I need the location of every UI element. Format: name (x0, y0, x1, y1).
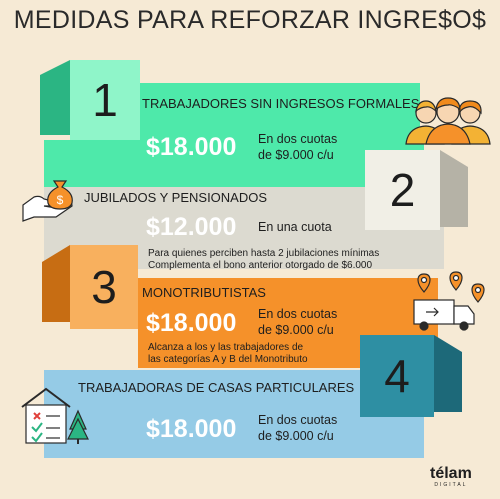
number-1: 1 (92, 74, 118, 126)
description-3-line1: En dos cuotas (258, 307, 338, 321)
category-3: MONOTRIBUTISTAS (142, 285, 266, 300)
description-2-line1: En una cuota (258, 220, 332, 234)
brand-logo: télam DIGITAL (430, 465, 472, 489)
description-1-line2: de $9.000 c/u (258, 148, 334, 162)
band-4-shape (44, 335, 462, 458)
note-2-line1: Para quienes perciben hasta 2 jubilacion… (148, 248, 380, 259)
amount-2: $12.000 (146, 213, 237, 241)
description-1-line1: En dos cuotas (258, 132, 338, 146)
workers-group-icon (405, 97, 491, 145)
brand-name: télam (430, 465, 472, 482)
category-2: JUBILADOS Y PENSIONADOS (84, 190, 268, 205)
money-bag-hand-icon: $ (22, 180, 73, 222)
svg-text:$: $ (57, 193, 64, 207)
brand-sub: DIGITAL (434, 482, 468, 488)
page-title: MEDIDAS PARA REFORZAR INGRE$O$ (13, 6, 487, 34)
amount-4: $18.000 (146, 415, 237, 443)
house-checklist-icon (21, 387, 89, 444)
description-3-line2: de $9.000 c/u (258, 323, 334, 337)
amount-3: $18.000 (146, 309, 237, 337)
delivery-truck-icon (413, 271, 485, 331)
category-4: TRABAJADORAS DE CASAS PARTICULARES (78, 380, 355, 395)
note-3-line1: Alcanza a los y las trabajadores de (148, 342, 304, 353)
number-2: 2 (389, 164, 416, 216)
category-1: TRABAJADORES SIN INGRESOS FORMALES (142, 96, 420, 111)
amount-1: $18.000 (146, 133, 237, 161)
number-3: 3 (91, 261, 117, 313)
note-2-line2: Complementa el bono anterior otorgado de… (148, 260, 373, 271)
description-4-line2: de $9.000 c/u (258, 429, 334, 443)
number-4: 4 (384, 350, 410, 402)
description-4-line1: En dos cuotas (258, 413, 338, 427)
note-3-line2: las categorías A y B del Monotributo (148, 354, 308, 365)
